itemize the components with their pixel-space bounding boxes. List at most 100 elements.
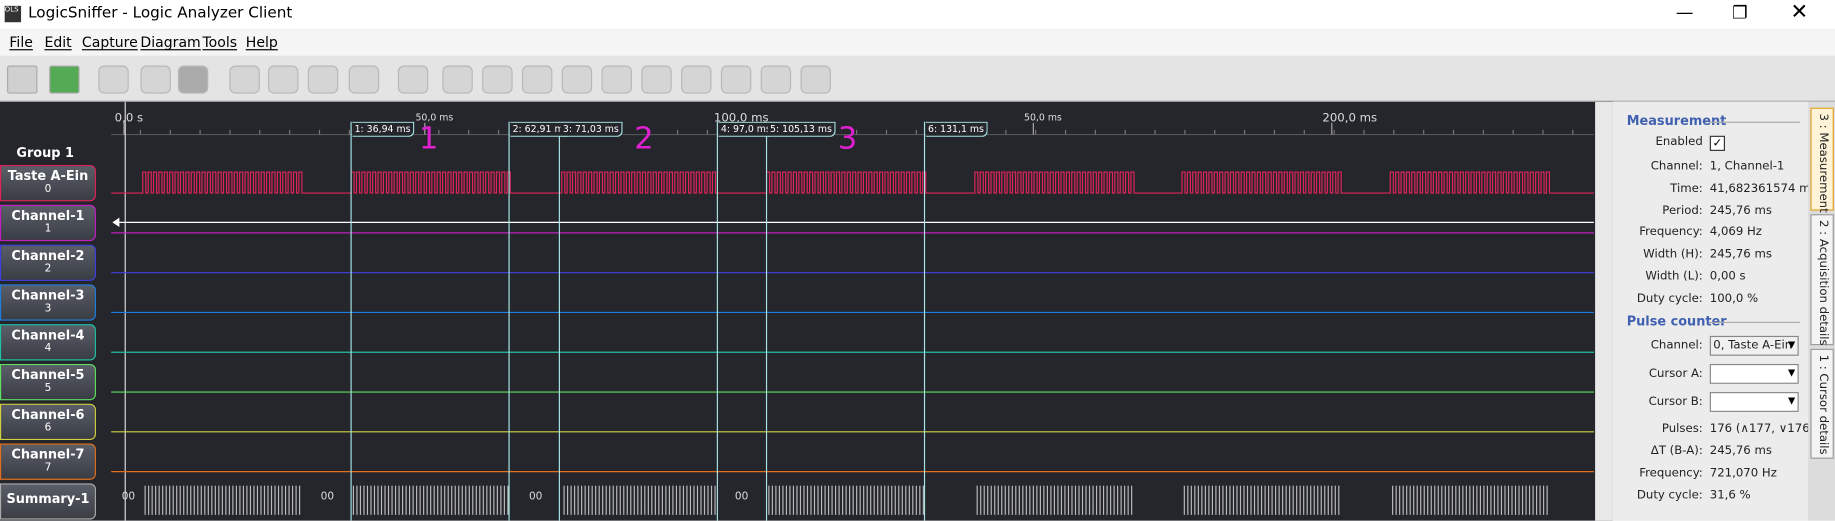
time-label: 50,0 ms [415,112,454,123]
dropdown[interactable]: 0, Taste A-Ein ▼ [1709,335,1799,356]
channel-label[interactable]: Channel-3 3 [0,284,96,321]
app-icon: OLS [4,5,22,23]
enabled-checkbox[interactable]: ✓ [1709,135,1725,151]
summary-name: Summary-1 [6,491,90,507]
side-tab-label: 1 : Cursor details [1816,354,1830,455]
time-label: 50,0 ms [1023,112,1062,123]
signal-canvas [111,101,1613,521]
channel-label[interactable]: Channel-6 6 [0,403,96,441]
field-label: Channel: [1650,339,1703,353]
signal-view: 0,0 s 50,0 ms 100,0 ms 50,0 ms 200,0 ms Group… [0,101,1613,521]
section-rule [1708,321,1800,323]
side-tab[interactable]: 1 : Cursor details [1810,348,1834,459]
channel-name: Channel-7 [11,447,85,463]
field-label: Duty cycle: [1636,489,1703,503]
channel-name: Channel-5 [11,367,85,383]
cursor-label[interactable]: 3: 71,03 ms [560,121,623,137]
summary-label[interactable]: Summary-1 [0,483,96,520]
channel-name: Taste A-Ein [7,168,89,184]
menu-item[interactable]: Tools [202,33,238,51]
cursor-label[interactable]: 5: 105,13 ms [767,121,836,137]
tool-button[interactable] [720,65,752,94]
menu-item[interactable]: File [9,33,33,51]
tool-button[interactable] [561,65,593,94]
field-label: Frequency: [1639,466,1703,480]
tool-button[interactable] [397,65,429,94]
section-rule [1708,121,1800,123]
field-label: Width (H): [1643,248,1703,261]
tool-button[interactable] [267,65,299,94]
channel-index: 6 [44,422,52,435]
channel-index: 7 [44,462,52,474]
summary-value: 00 [528,491,543,504]
tool-button[interactable] [98,65,129,94]
field-label: Frequency: [1639,225,1703,239]
tool-button[interactable] [601,65,632,94]
tool-button[interactable] [348,65,380,94]
side-tab[interactable]: 3 : Measurement [1810,107,1834,213]
dropdown[interactable]: ▼ [1709,363,1799,384]
menu-item[interactable]: Help [245,33,278,51]
maximize[interactable]: ❐ [1732,2,1748,24]
channel-index: 1 [44,223,52,236]
field-label: Cursor A: [1648,367,1703,381]
time-label: 200,0 ms [1322,112,1378,126]
tool-button[interactable] [177,65,209,94]
tool-button[interactable] [307,65,339,94]
field-label: Time: [1670,182,1703,196]
field-value: 31,6 % [1709,489,1751,503]
channel-label[interactable]: Taste A-Ein 0 [0,165,96,202]
annotation-marker: 2 [634,121,654,157]
menu-item[interactable]: Capture [81,33,138,51]
section-heading: Measurement [1626,113,1727,129]
channel-label[interactable]: Channel-4 4 [0,324,96,361]
side-panel: Measurement Enabled ✓ Channel: 1, Channel-1 T… [1612,101,1817,521]
channel-name: Channel-6 [11,407,85,423]
menu-item[interactable]: Edit [44,33,72,51]
tool-button[interactable] [49,65,80,94]
tool-button[interactable] [760,65,792,94]
channel-label[interactable]: Channel-1 1 [0,204,96,242]
summary-value: 00 [320,491,335,504]
tool-button[interactable] [482,65,513,94]
dropdown-value: 0, Taste A-Ein [1713,339,1793,353]
signal-trace [111,171,1594,194]
annotation-marker: 3 [837,121,858,157]
channel-name: Channel-2 [11,248,85,264]
summary-value: 00 [734,491,749,504]
scrollbar [1595,101,1613,521]
field-label: Pulses: [1661,422,1703,436]
tool-button[interactable] [442,65,473,94]
channel-label[interactable]: Channel-7 7 [0,443,96,480]
dropdown[interactable]: ▼ [1709,392,1799,412]
field-value: 245,76 ms [1709,444,1772,458]
channel-name: Channel-4 [11,327,85,343]
field-label: Duty cycle: [1636,292,1703,306]
tool-button[interactable] [521,65,553,94]
tool-button[interactable] [641,65,672,94]
tool-button[interactable] [800,65,831,94]
field-value: 41,682361574 ms [1709,182,1817,196]
channel-index: 3 [44,303,52,315]
side-tab[interactable]: 2 : Acquisition details [1810,214,1834,346]
channel-name: Channel-3 [11,287,85,304]
menu-item[interactable]: Diagram [140,33,201,51]
minimize[interactable]: — [1675,2,1694,24]
channel-name: Channel-1 [11,208,85,224]
tool-button[interactable] [140,65,171,94]
field-label: Period: [1662,204,1703,218]
tool-button[interactable] [7,65,38,94]
close[interactable]: ✕ [1790,0,1809,25]
side-tab-label: 3 : Measurement [1816,113,1830,213]
channel-index: 4 [44,342,52,355]
cursor-label[interactable]: 1: 36,94 ms [352,121,414,137]
channel-label[interactable]: Channel-5 5 [0,363,96,401]
field-value: 100,0 % [1709,292,1759,306]
section-heading: Pulse counter [1626,313,1727,329]
tool-button[interactable] [229,65,260,94]
tool-button[interactable] [681,65,712,94]
cursor-label[interactable]: 6: 131,1 ms [925,121,988,137]
cursor-label[interactable]: 4: 97,0 ms [718,121,775,137]
channel-label[interactable]: Channel-2 2 [0,244,96,281]
window-title: LogicSniffer - Logic Analyzer Client [28,4,293,23]
